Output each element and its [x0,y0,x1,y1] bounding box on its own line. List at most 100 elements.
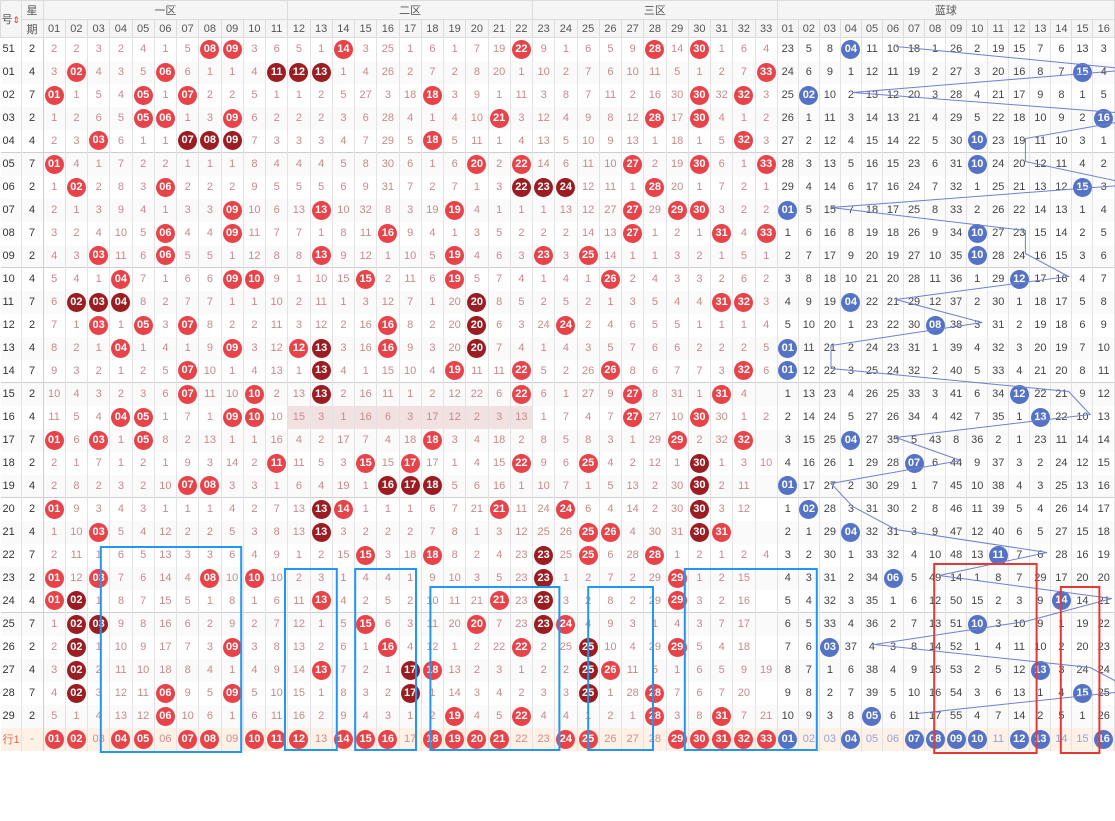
select-blue-16[interactable]: 16 [1092,727,1115,751]
select-front-30[interactable]: 30 [688,727,712,751]
draw-row[interactable]: 07 4 2 1 3 9 4 1 3 3 09 10 6 13 13 10 32 8 3 19 19 4 1 1 1 13 12 27… [0,198,1115,222]
draw-row[interactable]: 17 7 01 6 03 1 05 8 2 13 1 1 16 4 2 17 7 4 18 18 3 4 18 2 8 5 8 3 1 2… [0,428,1115,452]
front-miss-cell: 1 [332,405,356,429]
select-front-09[interactable]: 09 [221,727,244,751]
draw-row[interactable]: 01 4 3 02 4 3 5 06 6 1 1 4 11 12 13 1 4 26 2 7 2 8 20 1 10 2 7 6 10 1… [0,60,1115,84]
draw-row[interactable]: 03 2 1 2 6 5 05 06 1 3 09 6 2 2 2 3 6 28 4 1 4 10 21 3 12 4 9 8 12 28… [0,106,1115,130]
draw-row[interactable]: 27 4 3 02 2 11 10 18 8 4 1 4 9 14 13 7 2 1 17 18 13 2 3 1 2 2 25 26… [0,658,1115,682]
select-front-29[interactable]: 29 [666,727,689,751]
select-front-24[interactable]: 24 [554,727,578,751]
select-front-10[interactable]: 10 [243,727,267,751]
select-front-31[interactable]: 31 [710,727,734,751]
front-miss-cell: 3 [310,129,333,153]
select-front-05[interactable]: 05 [132,727,155,751]
selection-row[interactable]: 行1-01 02 03 04 05 06 07 08 09 10 11 12 13 14 15 16 17 18 1… [0,727,1115,751]
draw-row[interactable]: 21 4 1 10 03 5 4 12 2 2 5 3 8 13 13 3 2 2 2 7 8 1 3 12 25 26 25 26 4… [0,520,1115,544]
select-blue-09[interactable]: 09 [945,727,968,751]
draw-row[interactable]: 19 4 2 8 2 3 2 10 07 08 3 3 1 6 4 19 1 16 17 18 5 6 16 1 10 7 1 5 13… [0,474,1115,498]
select-front-15[interactable]: 15 [354,727,378,751]
select-front-13[interactable]: 13 [310,727,333,751]
draw-row[interactable]: 09 2 4 3 03 11 6 06 5 5 1 12 8 8 13 9 12 1 10 5 19 4 6 3 23 3 25 14… [0,244,1115,268]
draw-row[interactable]: 22 7 2 11 1 6 5 13 3 3 6 4 9 1 2 15 15 3 18 18 8 2 4 23 23 25 25 6 2… [0,543,1115,567]
select-front-19[interactable]: 19 [443,727,467,751]
draw-row[interactable]: 04 4 2 3 03 6 1 1 07 08 09 7 3 3 3 4 7 29 5 18 5 11 1 4 13 5 10 9 13… [0,129,1115,153]
select-front-02[interactable]: 02 [65,727,89,751]
draw-row[interactable]: 18 2 2 1 7 1 2 1 9 3 14 2 11 11 5 3 15 15 17 17 1 4 15 22 9 6 25 4 2… [0,451,1115,475]
draw-row[interactable]: 25 7 1 02 03 9 8 16 6 2 9 2 7 12 1 5 15 6 3 11 20 20 7 23 23 24 4 9… [0,612,1115,636]
select-blue-15[interactable]: 15 [1071,727,1094,751]
front-miss-cell: 5 [87,83,111,107]
front-miss-cell: 19 [666,152,689,176]
draw-row[interactable]: 12 2 7 1 03 1 05 3 07 8 2 2 11 3 12 2 16 16 8 2 20 20 6 3 24 24 2 4… [0,313,1115,337]
front-miss-cell: 13 [287,382,311,406]
select-blue-03[interactable]: 03 [819,727,841,751]
draw-row[interactable]: 13 4 8 2 1 04 1 4 1 9 09 3 12 12 13 3 16 16 9 3 20 20 7 4 1 4 3 5 7 6… [0,336,1115,360]
front-miss-cell: 4 [421,359,445,383]
select-front-16[interactable]: 16 [376,727,400,751]
select-blue-04[interactable]: 04 [840,727,862,751]
select-blue-07[interactable]: 07 [903,727,926,751]
select-front-20[interactable]: 20 [465,727,489,751]
select-front-08[interactable]: 08 [198,727,222,751]
draw-row[interactable]: 28 7 4 02 3 12 11 06 9 5 09 5 10 15 1 8 3 2 17 1 14 3 4 2 3 3 25 1 2… [0,681,1115,705]
select-front-17[interactable]: 17 [399,727,422,751]
select-front-11[interactable]: 11 [265,727,289,751]
front-hit-cell: 01 [43,566,66,590]
draw-row[interactable]: 11 7 6 02 03 04 8 2 7 7 1 1 10 2 11 1 3 12 7 1 20 20 8 5 2 5 2 1 3 5 4… [0,290,1115,314]
blue-miss-cell: 15 [1050,244,1073,268]
select-blue-08[interactable]: 08 [924,727,947,751]
select-front-18[interactable]: 18 [421,727,445,751]
draw-row[interactable]: 02 7 01 1 5 4 05 1 07 2 2 5 1 1 2 5 27 3 18 18 3 9 1 11 3 8 7 11 2 16… [0,83,1115,107]
select-front-32[interactable]: 32 [732,727,756,751]
select-blue-14[interactable]: 14 [1050,727,1073,751]
draw-row[interactable]: 06 2 1 02 2 8 3 06 2 2 2 9 5 5 5 6 9 31 7 2 7 1 3 22 23 24 12 11 1 28… [0,175,1115,199]
select-blue-12[interactable]: 12 [1008,727,1031,751]
draw-row[interactable]: 26 2 2 02 1 10 9 17 7 3 09 3 8 13 2 6 1 16 4 12 1 2 22 22 2 25 25 1… [0,635,1115,659]
draw-row[interactable]: 23 2 01 12 03 7 6 14 4 08 10 10 10 2 3 1 4 4 1 9 10 3 5 23 23 1 2 7… [0,566,1115,590]
select-blue-02[interactable]: 02 [798,727,820,751]
draw-row[interactable]: 14 7 9 3 2 1 2 5 07 10 1 4 13 1 13 4 1 15 10 4 19 11 11 22 5 2 26 2… [0,359,1115,383]
select-front-06[interactable]: 06 [154,727,178,751]
red-ball: 22 [511,384,531,404]
front-miss-cell: 4 [43,244,66,268]
front-miss-cell: 13 [287,520,311,544]
draw-row[interactable]: 29 2 5 1 4 13 12 06 10 6 1 6 11 16 2 9 4 3 1 2 19 4 5 22 4 4 1 2 1 28… [0,704,1115,728]
select-front-03[interactable]: 03 [87,727,111,751]
front-miss-cell: 7 [176,405,200,429]
draw-row[interactable]: 16 4 11 5 4 04 05 1 7 1 09 10 10 15 3 1 16 6 3 17 12 2 3 13 1 7 4 7… [0,405,1115,429]
select-front-04[interactable]: 04 [109,727,133,751]
draw-row[interactable]: 15 2 10 4 3 2 3 6 07 11 10 10 2 13 13 2 16 11 1 2 12 22 6 22 6 1 2… [0,382,1115,406]
draw-row[interactable]: 08 7 3 2 4 10 5 06 4 4 09 11 7 7 1 8 11 16 9 4 1 3 5 2 2 2 14 13 27 1… [0,221,1115,245]
select-front-01[interactable]: 01 [43,727,66,751]
select-front-25[interactable]: 25 [577,727,600,751]
select-blue-11[interactable]: 11 [987,727,1010,751]
select-blue-10[interactable]: 10 [966,727,989,751]
select-blue-01[interactable]: 01 [776,727,799,751]
select-front-26[interactable]: 26 [599,727,623,751]
select-front-21[interactable]: 21 [488,727,511,751]
select-front-23[interactable]: 23 [532,727,556,751]
front-miss-cell: 7 [554,405,578,429]
select-front-28[interactable]: 28 [643,727,667,751]
draw-row[interactable]: 51 2 2 2 3 2 4 1 5 08 09 3 6 5 1 14 3 25 1 6 1 7 19 22 9 1 6 5 9 28 14… [0,37,1115,61]
select-front-12[interactable]: 12 [287,727,311,751]
select-front-07[interactable]: 07 [176,727,200,751]
blue-miss-cell: 20 [1029,336,1052,360]
draw-row[interactable]: 20 2 01 9 3 4 3 1 1 1 4 2 7 13 13 14 1 1 1 6 7 21 21 11 24 24 6 4 14… [0,497,1115,521]
blue-miss-cell: 1 [840,451,862,475]
sort-icon[interactable]: ⇕ [12,15,21,25]
draw-row[interactable]: 10 4 5 4 1 04 7 1 6 6 09 10 9 1 10 15 15 2 11 6 19 5 7 4 1 4 1 26 2 4… [0,267,1115,291]
select-front-33[interactable]: 33 [755,727,778,751]
front-miss-cell: 26 [577,359,600,383]
select-front-22[interactable]: 22 [510,727,534,751]
draw-row[interactable]: 24 4 01 02 1 8 7 15 5 1 8 1 6 11 13 4 2 5 2 10 11 21 21 23 23 3 2 8… [0,589,1115,613]
draw-row[interactable]: 05 7 01 4 1 7 2 2 1 1 1 8 4 4 4 5 8 30 6 1 6 20 2 22 14 6 11 10 27 2 1… [0,152,1115,176]
select-front-14[interactable]: 14 [332,727,356,751]
select-front-27[interactable]: 27 [621,727,645,751]
select-blue-05[interactable]: 05 [861,727,884,751]
blue-hit-cell: 04 [840,520,862,544]
id-column-header[interactable]: 号⇕ [0,0,22,38]
select-blue-06[interactable]: 06 [882,727,905,751]
select-blue-13[interactable]: 13 [1029,727,1052,751]
blue-miss-cell: 5 [966,359,989,383]
